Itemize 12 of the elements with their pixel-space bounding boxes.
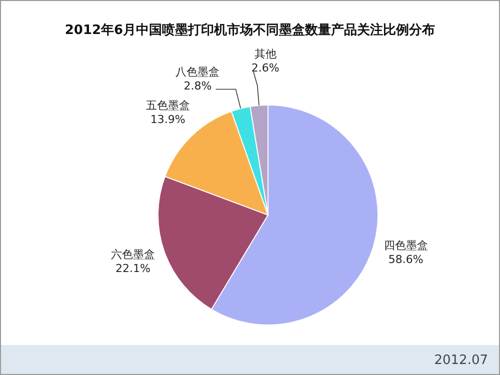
slice-label: 六色墨盒: [111, 248, 156, 262]
data-label: 2.6%: [251, 62, 280, 75]
chart-title: 2012年6月中国喷墨打印机市场不同墨盒数量产品关注比例分布: [64, 22, 436, 38]
data-label: 22.1%: [116, 262, 150, 276]
data-label: 2.8%: [184, 79, 212, 92]
text: 2012.07: [434, 353, 488, 368]
slice-label: 其他: [254, 48, 276, 61]
data-label: 13.9%: [150, 112, 186, 126]
data-label: 58.6%: [388, 253, 424, 266]
slice-label: 八色墨盒: [176, 65, 220, 78]
slice-label: 五色墨盒: [146, 98, 190, 112]
slice-label: 四色墨盒: [384, 239, 428, 252]
